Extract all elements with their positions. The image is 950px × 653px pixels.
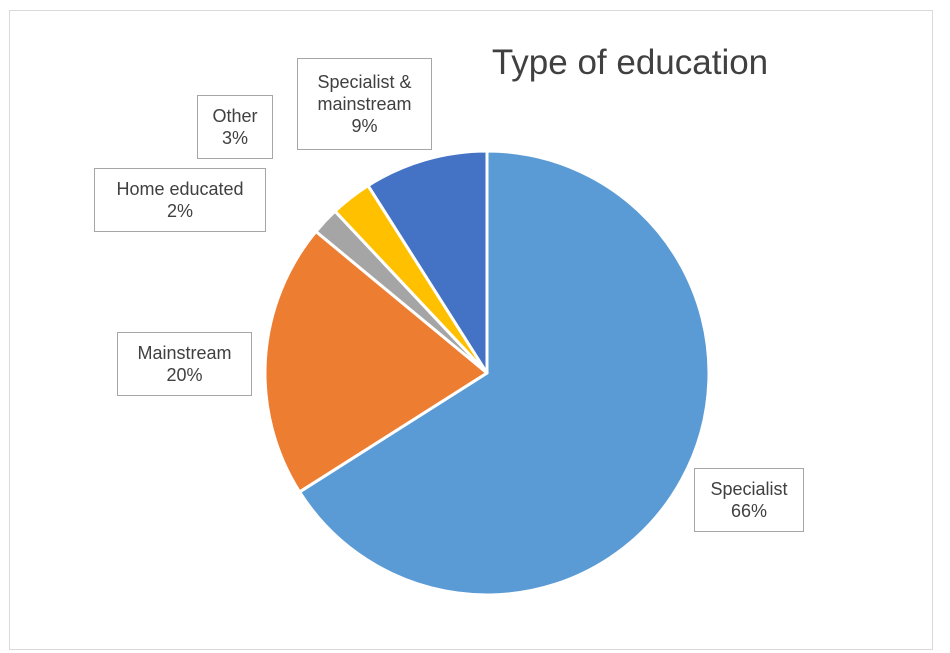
data-label-other: Other 3% [197, 95, 273, 159]
pie-slice-specialist [298, 149, 711, 597]
pie-slice-specialist-mainstream [366, 149, 489, 375]
data-label-mainstream-value: 20% [166, 365, 203, 385]
data-label-specialist-value: 66% [730, 501, 768, 521]
data-label-home-educated-value: 2% [166, 201, 193, 221]
data-label-specialist-mainstream-line2: mainstream [317, 94, 412, 114]
data-label-mainstream: Mainstream 20% [117, 332, 252, 396]
data-label-specialist-mainstream-value: 9% [351, 116, 378, 136]
data-label-other-name: Other [212, 106, 258, 126]
data-label-specialist-mainstream: Specialist & mainstream 9% [297, 58, 432, 150]
data-label-mainstream-name: Mainstream [137, 343, 232, 363]
chart-title: Type of education [491, 43, 769, 82]
data-label-home-educated-name: Home educated [116, 179, 244, 199]
data-label-specialist-name: Specialist [710, 479, 788, 499]
data-label-home-educated: Home educated 2% [94, 168, 266, 232]
pie-slice-mainstream [263, 229, 489, 494]
data-label-specialist: Specialist 66% [694, 468, 804, 532]
data-label-specialist-mainstream-line1: Specialist & [317, 72, 412, 92]
data-label-other-value: 3% [221, 128, 248, 148]
